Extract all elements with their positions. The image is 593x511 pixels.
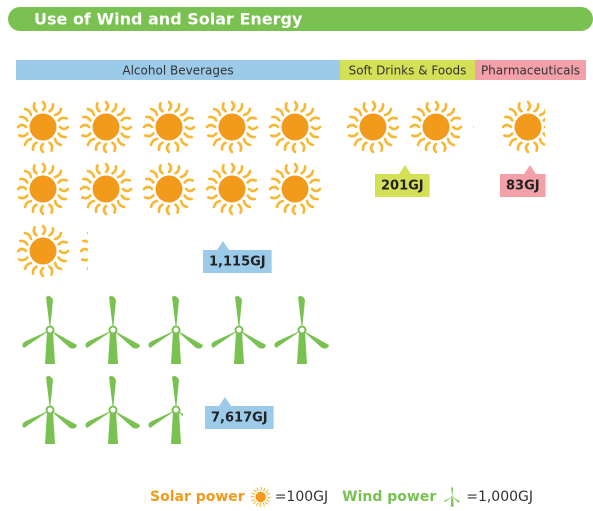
icon bbox=[85, 376, 140, 444]
legend-name: Wind power bbox=[342, 489, 436, 505]
icon-shape bbox=[346, 100, 400, 154]
callout bbox=[375, 174, 430, 197]
icon bbox=[205, 100, 259, 154]
icon bbox=[16, 162, 70, 216]
icon-shape bbox=[268, 100, 322, 154]
icon-shape bbox=[85, 376, 140, 444]
value-label: 201GJ bbox=[381, 179, 424, 194]
category-label: Pharmaceuticals bbox=[481, 64, 580, 78]
icon bbox=[85, 296, 140, 364]
icon bbox=[268, 100, 322, 154]
icon-shape bbox=[409, 100, 463, 154]
icon bbox=[79, 100, 133, 154]
icon-shape bbox=[148, 296, 203, 364]
icon-shape bbox=[80, 224, 88, 278]
callout-pointer bbox=[524, 165, 536, 174]
icon-shape bbox=[142, 100, 196, 154]
icon-shape bbox=[16, 100, 70, 154]
category-label: Soft Drinks & Foods bbox=[349, 64, 467, 78]
icon-shape bbox=[211, 296, 266, 364]
icon-shape bbox=[268, 162, 322, 216]
chart-title: Use of Wind and Solar Energy bbox=[34, 10, 303, 29]
icon-shape bbox=[148, 376, 184, 444]
icon-shape bbox=[16, 162, 70, 216]
icon bbox=[80, 224, 88, 278]
icon bbox=[346, 100, 400, 154]
icon bbox=[79, 162, 133, 216]
value-label: 83GJ bbox=[506, 179, 540, 194]
callout-pointer bbox=[219, 397, 231, 406]
icon-shape bbox=[205, 100, 259, 154]
value-label: 1,115GJ bbox=[209, 255, 266, 270]
icon bbox=[409, 100, 463, 154]
icon bbox=[16, 224, 70, 278]
icon bbox=[142, 162, 196, 216]
icon bbox=[16, 100, 70, 154]
icon bbox=[22, 376, 77, 444]
icon bbox=[142, 100, 196, 154]
icon-shape bbox=[85, 296, 140, 364]
category-band bbox=[475, 60, 586, 80]
icon-shape bbox=[142, 162, 196, 216]
category-band bbox=[340, 60, 475, 80]
icon bbox=[148, 376, 184, 444]
icon-shape bbox=[22, 296, 77, 364]
icon-shape bbox=[274, 296, 329, 364]
callout bbox=[205, 406, 274, 429]
value-label: 7,617GJ bbox=[211, 411, 268, 426]
icon bbox=[211, 296, 266, 364]
callout bbox=[203, 250, 272, 273]
legend-icon bbox=[250, 486, 271, 508]
legend-icon bbox=[444, 487, 460, 507]
legend-name: Solar power bbox=[150, 489, 245, 505]
icon-shape bbox=[22, 376, 77, 444]
icon-shape bbox=[79, 100, 133, 154]
callout bbox=[500, 174, 546, 197]
icon bbox=[274, 296, 329, 364]
icon bbox=[148, 296, 203, 364]
legend-unit: =100GJ bbox=[275, 489, 328, 505]
icon bbox=[502, 100, 546, 154]
icon-shape bbox=[205, 162, 259, 216]
icon bbox=[268, 162, 322, 216]
category-band bbox=[16, 60, 340, 80]
category-label: Alcohol Beverages bbox=[122, 64, 233, 78]
callout-pointer bbox=[217, 241, 229, 250]
callout-pointer bbox=[399, 165, 411, 174]
title-bar bbox=[8, 7, 593, 31]
legend-unit: =1,000GJ bbox=[466, 489, 533, 505]
icon bbox=[205, 162, 259, 216]
icon-shape bbox=[502, 100, 546, 154]
icon-shape bbox=[16, 224, 70, 278]
icon-shape bbox=[79, 162, 133, 216]
icon bbox=[22, 296, 77, 364]
